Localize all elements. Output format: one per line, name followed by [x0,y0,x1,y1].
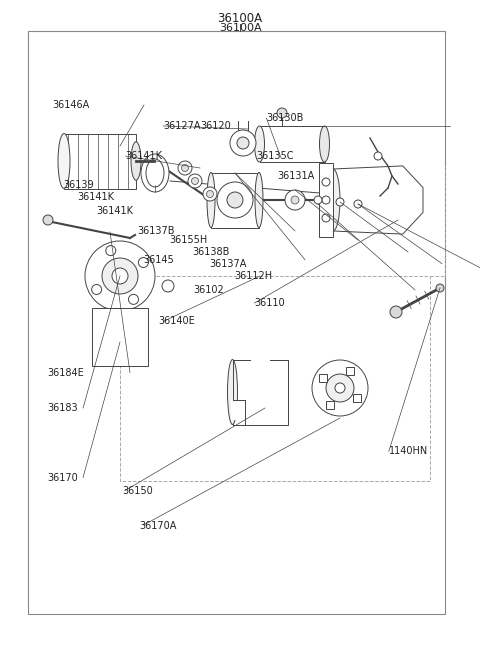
Circle shape [138,258,148,268]
Circle shape [390,306,402,318]
Bar [326,401,334,409]
Bar [319,374,327,382]
Circle shape [85,241,155,311]
Text: 36170: 36170 [47,472,78,483]
Bar [346,367,354,375]
Circle shape [227,192,243,208]
Text: 36146A: 36146A [52,100,89,110]
Circle shape [181,165,189,171]
Circle shape [178,161,192,175]
Circle shape [106,245,116,256]
Ellipse shape [254,126,264,162]
Circle shape [277,108,287,118]
Bar [211,173,259,228]
Text: 36120: 36120 [201,121,231,131]
Circle shape [92,285,102,295]
Circle shape [203,187,217,201]
Circle shape [326,374,354,402]
Bar [251,358,270,371]
Text: 36141K: 36141K [96,206,133,216]
Text: 36135C: 36135C [257,151,294,161]
Text: 36130B: 36130B [266,113,304,123]
Bar [260,126,324,162]
Text: 36100A: 36100A [219,22,261,33]
Text: 36137A: 36137A [209,258,247,269]
Bar [28,31,445,614]
Circle shape [192,178,199,184]
Circle shape [354,200,362,208]
Circle shape [314,196,322,204]
Ellipse shape [207,173,215,228]
Text: 36141K: 36141K [126,151,163,161]
Circle shape [43,215,53,225]
Circle shape [322,196,330,204]
Text: 36145: 36145 [143,255,174,265]
Text: 36137B: 36137B [137,226,175,236]
Bar [92,308,148,366]
Circle shape [129,295,139,304]
Circle shape [237,137,249,149]
Circle shape [335,383,345,393]
Circle shape [312,360,368,416]
Text: 1140HN: 1140HN [389,446,428,457]
Ellipse shape [58,134,70,188]
Ellipse shape [146,159,164,187]
Text: 36102: 36102 [193,285,224,295]
Bar [230,400,244,419]
Bar [232,359,288,424]
Circle shape [230,130,256,156]
Circle shape [217,182,253,218]
Circle shape [374,152,382,160]
Polygon shape [333,166,423,234]
Circle shape [188,174,202,188]
Text: 36100A: 36100A [217,12,263,24]
Circle shape [102,258,138,294]
Text: 36140E: 36140E [158,316,195,327]
Text: 36150: 36150 [122,485,153,496]
Text: 36127A: 36127A [163,121,201,131]
Text: 36110: 36110 [254,298,285,308]
Circle shape [291,196,299,204]
Circle shape [206,190,214,197]
Circle shape [436,284,444,292]
Ellipse shape [141,154,169,192]
Ellipse shape [228,359,238,424]
Text: 36184E: 36184E [47,367,84,378]
Ellipse shape [326,169,340,231]
Ellipse shape [131,142,141,180]
Circle shape [336,198,344,206]
Text: 36112H: 36112H [234,270,272,281]
Text: 36183: 36183 [47,403,78,413]
Bar [353,394,361,402]
Circle shape [112,268,128,284]
Text: 36138B: 36138B [192,247,229,257]
Text: 36131A: 36131A [277,171,315,181]
Circle shape [285,190,305,210]
Text: 36155H: 36155H [169,235,207,245]
Bar [319,163,333,237]
Text: 36139: 36139 [63,180,94,190]
Text: 36141K: 36141K [78,192,115,202]
Ellipse shape [320,126,329,162]
Text: 36170A: 36170A [139,521,177,531]
Bar [64,134,136,188]
Circle shape [322,178,330,186]
Circle shape [162,280,174,292]
Circle shape [322,214,330,222]
Ellipse shape [255,173,263,228]
